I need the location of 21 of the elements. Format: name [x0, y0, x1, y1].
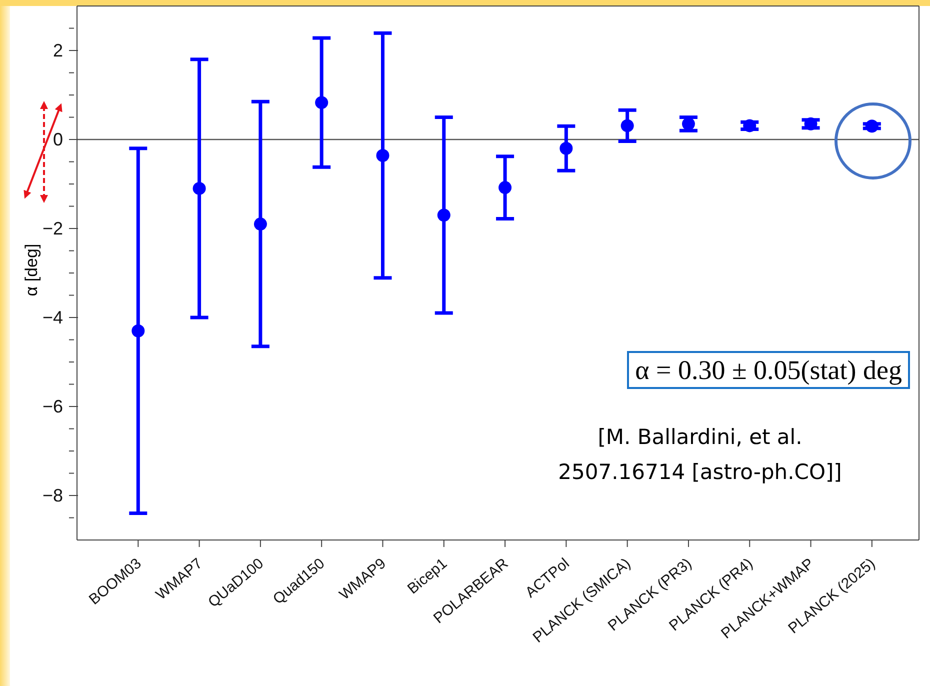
y-tick-label: 2 [52, 40, 63, 60]
point [865, 120, 878, 133]
annotation: [M. Ballardini, et al. 2507.16714 [astro-ph.CO]] [558, 425, 842, 484]
point [254, 218, 267, 231]
point [437, 208, 450, 222]
y-tick-label: −4 [42, 308, 63, 328]
point [620, 119, 634, 132]
y-tick-label: −2 [42, 218, 63, 238]
point [376, 149, 390, 162]
point [315, 96, 328, 110]
y-tick-label: −8 [42, 486, 63, 506]
point [560, 142, 573, 155]
annotation: α = 0.30 ± 0.05(stat) deg [635, 355, 902, 385]
point [132, 324, 145, 338]
y-tick-label: −6 [42, 396, 63, 416]
point [192, 182, 206, 195]
point [804, 117, 818, 130]
y-axis-title: α [deg] [22, 244, 41, 296]
point [743, 119, 756, 132]
y-tick-label: 0 [52, 130, 63, 150]
point [498, 181, 512, 194]
